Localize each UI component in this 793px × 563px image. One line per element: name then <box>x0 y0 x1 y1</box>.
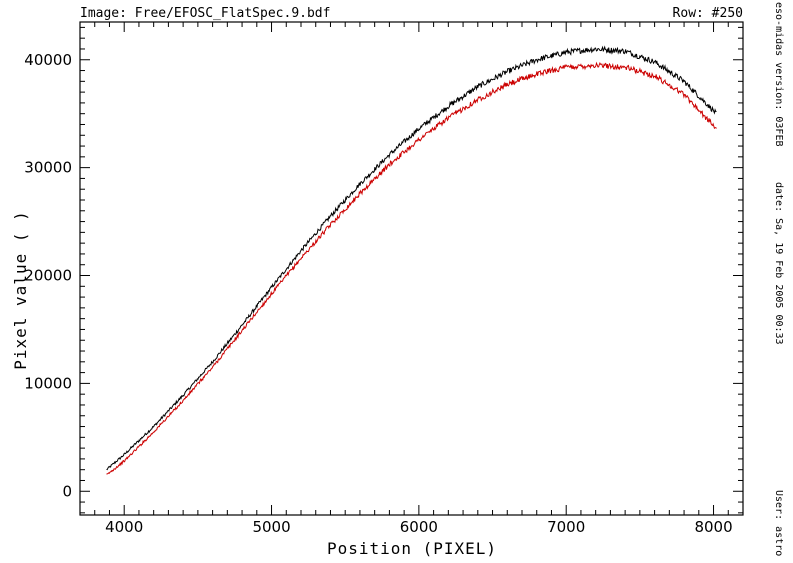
y-tick-label: 20000 <box>24 267 72 285</box>
series-line-1 <box>106 45 717 471</box>
midas-version-text: eso-midas version: 03FEB <box>773 2 784 147</box>
y-tick-label: 0 <box>62 482 72 500</box>
x-tick-label: 6000 <box>400 518 438 536</box>
x-tick-label: 7000 <box>547 518 585 536</box>
x-tick-label: 8000 <box>694 518 732 536</box>
x-tick-label: 5000 <box>252 518 290 536</box>
x-axis-label: Position (PIXEL) <box>327 539 497 558</box>
y-axis-label: Pixel value ( ) <box>11 210 30 370</box>
x-tick-label: 4000 <box>105 518 143 536</box>
ticks-layer: 4000 5000 6000 7000 8000 0 10000 20000 30000 4000… <box>24 22 744 536</box>
date-text: date: Sa, 19 Feb 2005 00:33 <box>773 182 784 345</box>
y-tick-label: 30000 <box>24 159 72 177</box>
series-line-2 <box>106 61 717 475</box>
y-tick-label: 10000 <box>24 374 72 392</box>
series-layer <box>106 45 717 475</box>
plot-frame <box>79 21 744 516</box>
row-label: Row: #250 <box>673 6 743 21</box>
user-text: User: astro <box>773 490 784 556</box>
y-tick-label: 40000 <box>24 51 72 69</box>
image-title: Image: Free/EFOSC_FlatSpec.9.bdf <box>80 6 330 21</box>
